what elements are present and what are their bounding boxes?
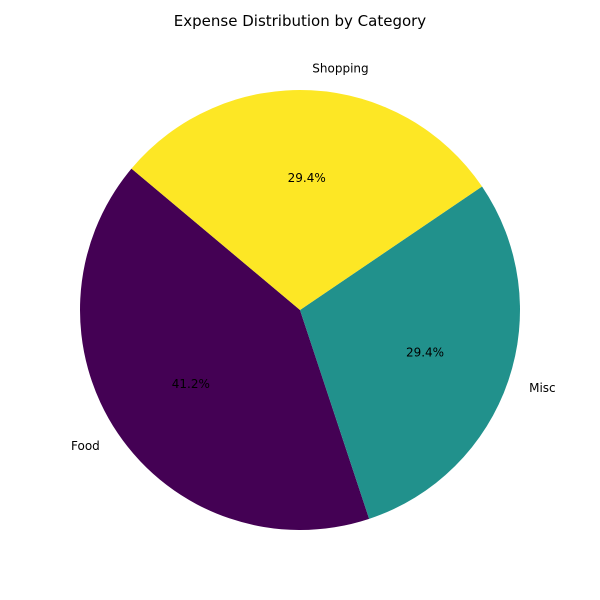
- pie-slices: [80, 90, 520, 530]
- slice-percent-food: 41.2%: [172, 377, 210, 391]
- chart-title: Expense Distribution by Category: [174, 12, 427, 30]
- pie-slice-food: [80, 168, 370, 530]
- slice-percent-misc: 29.4%: [406, 346, 444, 360]
- pie-slice-misc: [300, 186, 520, 519]
- slice-label-misc: Misc: [529, 381, 556, 395]
- pie-slice-shopping: [131, 90, 483, 311]
- slice-label-shopping: Shopping: [312, 61, 368, 75]
- slice-label-food: Food: [71, 439, 100, 453]
- pie-labels: Food 41.2% Misc 29.4% Shopping 29.4%: [71, 61, 556, 453]
- slice-percent-shopping: 29.4%: [288, 171, 326, 185]
